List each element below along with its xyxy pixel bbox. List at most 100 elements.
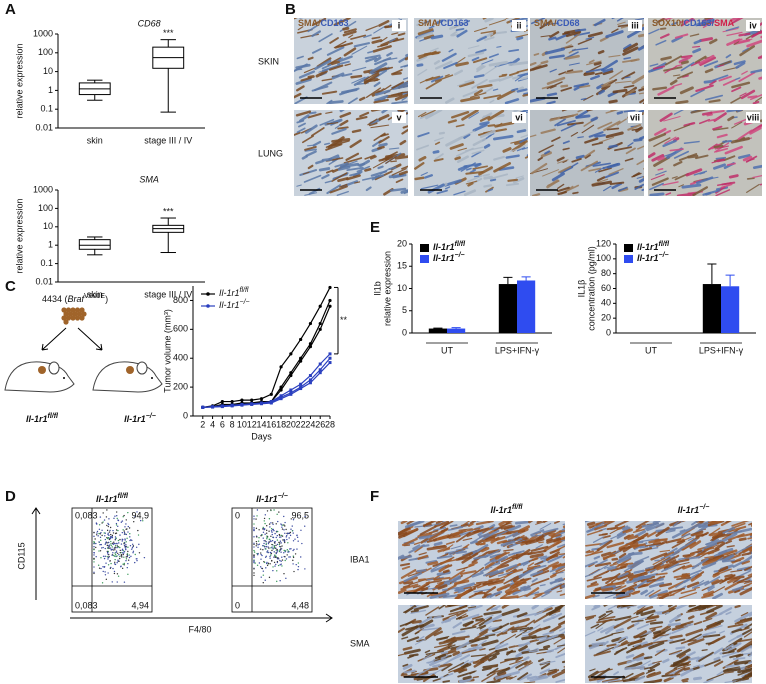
event-dot [109, 531, 110, 532]
texture-stroke [484, 185, 491, 186]
event-dot [93, 546, 94, 547]
data-point [328, 286, 331, 289]
event-dot [279, 580, 280, 581]
event-dot [124, 545, 125, 546]
event-dot [125, 529, 126, 530]
event-dot [106, 525, 107, 526]
event-dot [115, 552, 116, 553]
event-dot [110, 538, 111, 539]
mouse-eye [151, 377, 153, 379]
texture-stroke [379, 167, 383, 168]
event-dot [258, 529, 259, 530]
event-dot [267, 546, 268, 547]
texture-stroke [540, 585, 545, 586]
text-sup: fl/fl [48, 413, 60, 420]
event-dot [278, 565, 279, 566]
event-dot [127, 551, 128, 552]
texture-stroke [693, 46, 700, 47]
text-base: Il-1r1 [256, 494, 278, 504]
event-dot [128, 560, 129, 561]
event-dot [109, 530, 110, 531]
data-point [260, 402, 263, 405]
texture-stroke [577, 116, 589, 118]
texture-stroke [352, 76, 361, 77]
event-dot [257, 509, 258, 510]
event-dot [115, 545, 116, 546]
event-dot [93, 558, 94, 559]
event-dot [256, 536, 257, 537]
texture-stroke [496, 677, 502, 678]
texture-stroke [625, 77, 630, 78]
event-dot [253, 546, 254, 547]
micrograph [398, 515, 578, 599]
texture-stroke [751, 538, 763, 540]
event-dot [282, 535, 283, 536]
texture-stroke [473, 677, 478, 678]
event-dot [297, 540, 298, 541]
text-base: Il-1r1 [678, 505, 700, 515]
event-dot [269, 526, 270, 527]
event-dot [263, 543, 264, 544]
event-dot [128, 526, 129, 527]
event-dot [280, 536, 281, 537]
event-dot [95, 547, 96, 548]
texture-stroke [564, 522, 574, 526]
texture-stroke [577, 156, 583, 157]
texture-stroke [689, 617, 693, 619]
event-dot [283, 552, 284, 553]
event-dot [266, 541, 267, 542]
event-dot [98, 550, 99, 551]
event-dot [129, 536, 130, 537]
texture-stroke [585, 73, 594, 74]
x-tick-label: 24 [305, 419, 315, 429]
texture-stroke [433, 665, 439, 666]
row-label: IBA1 [350, 554, 370, 564]
texture-stroke [489, 515, 504, 522]
event-dot [120, 552, 121, 553]
texture-stroke [548, 651, 553, 652]
texture-stroke [481, 122, 489, 124]
event-dot [122, 539, 123, 540]
texture-stroke [683, 185, 700, 187]
stain-part: CD163 [321, 18, 349, 28]
x-tick-label: stage III / IV [144, 135, 192, 145]
event-dot [263, 532, 264, 533]
texture-stroke [477, 519, 484, 521]
legend-marker [206, 304, 210, 308]
texture-stroke [484, 12, 497, 18]
event-dot [293, 571, 294, 572]
event-dot [288, 550, 289, 551]
event-dot [116, 555, 117, 556]
x-tick-label: 12 [247, 419, 257, 429]
event-dot [116, 524, 117, 525]
event-dot [107, 572, 108, 573]
event-dot [276, 537, 277, 538]
event-dot [282, 539, 283, 540]
legend-label: Il-1r1fl/fl [637, 241, 670, 253]
suffix: ) [105, 294, 108, 304]
y-tick-label: 10 [43, 221, 53, 231]
texture-stroke [412, 611, 418, 612]
event-dot [133, 545, 134, 546]
x-tick-label: 4 [210, 419, 215, 429]
stain-title: SMA/CD163 [298, 18, 349, 28]
texture-stroke [399, 106, 414, 110]
event-dot [265, 567, 266, 568]
event-dot [296, 564, 297, 565]
event-dot [127, 555, 128, 556]
event-dot [100, 537, 101, 538]
x-axis-label: F4/80 [188, 624, 211, 634]
texture-stroke [752, 525, 765, 526]
texture-stroke [391, 189, 405, 191]
panel-label: C [5, 278, 16, 295]
texture-stroke [360, 98, 364, 100]
event-dot [93, 536, 94, 537]
y-tick-label: 0.01 [35, 122, 53, 132]
event-dot [116, 529, 117, 530]
event-dot [124, 533, 125, 534]
event-dot [264, 523, 265, 524]
event-dot [114, 549, 115, 550]
event-dot [259, 544, 260, 545]
event-dot [116, 533, 117, 534]
texture-stroke [613, 559, 617, 560]
